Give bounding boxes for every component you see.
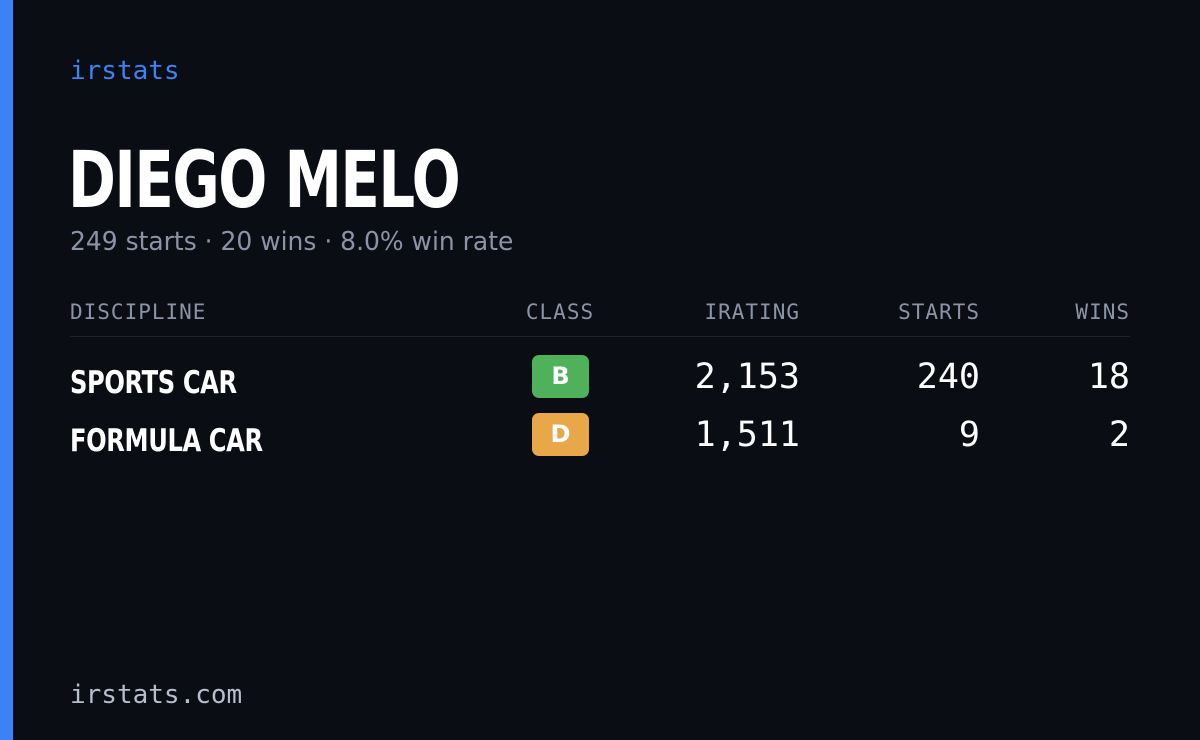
stats-table: DISCIPLINE CLASS IRATING STARTS WINS SPO… [70, 296, 1130, 471]
discipline-name: FORMULA CAR [70, 423, 263, 459]
driver-name: DIEGO MELO [68, 136, 461, 226]
header-wins: WINS [1075, 300, 1130, 324]
brand-logo: irstats [70, 56, 180, 86]
footer-domain: irstats.com [70, 680, 243, 710]
table-row: SPORTS CAR B 2,153 240 18 [70, 355, 1130, 413]
starts-value: 9 [958, 415, 980, 455]
table-header: DISCIPLINE CLASS IRATING STARTS WINS [70, 296, 1130, 337]
discipline-name: SPORTS CAR [70, 365, 237, 401]
accent-bar [0, 0, 13, 740]
irating-value: 2,153 [694, 357, 800, 397]
irating-value: 1,511 [694, 415, 800, 455]
header-discipline: DISCIPLINE [70, 300, 207, 324]
table-row: FORMULA CAR D 1,511 9 2 [70, 413, 1130, 471]
wins-value: 18 [1087, 357, 1130, 397]
wins-value: 2 [1108, 415, 1130, 455]
header-class: CLASS [525, 300, 595, 324]
starts-value: 240 [916, 357, 980, 397]
header-irating: IRATING [704, 300, 800, 324]
header-starts: STARTS [898, 300, 980, 324]
class-badge: D [532, 413, 589, 456]
driver-summary: 249 starts · 20 wins · 8.0% win rate [70, 227, 514, 257]
class-badge: B [532, 355, 589, 398]
